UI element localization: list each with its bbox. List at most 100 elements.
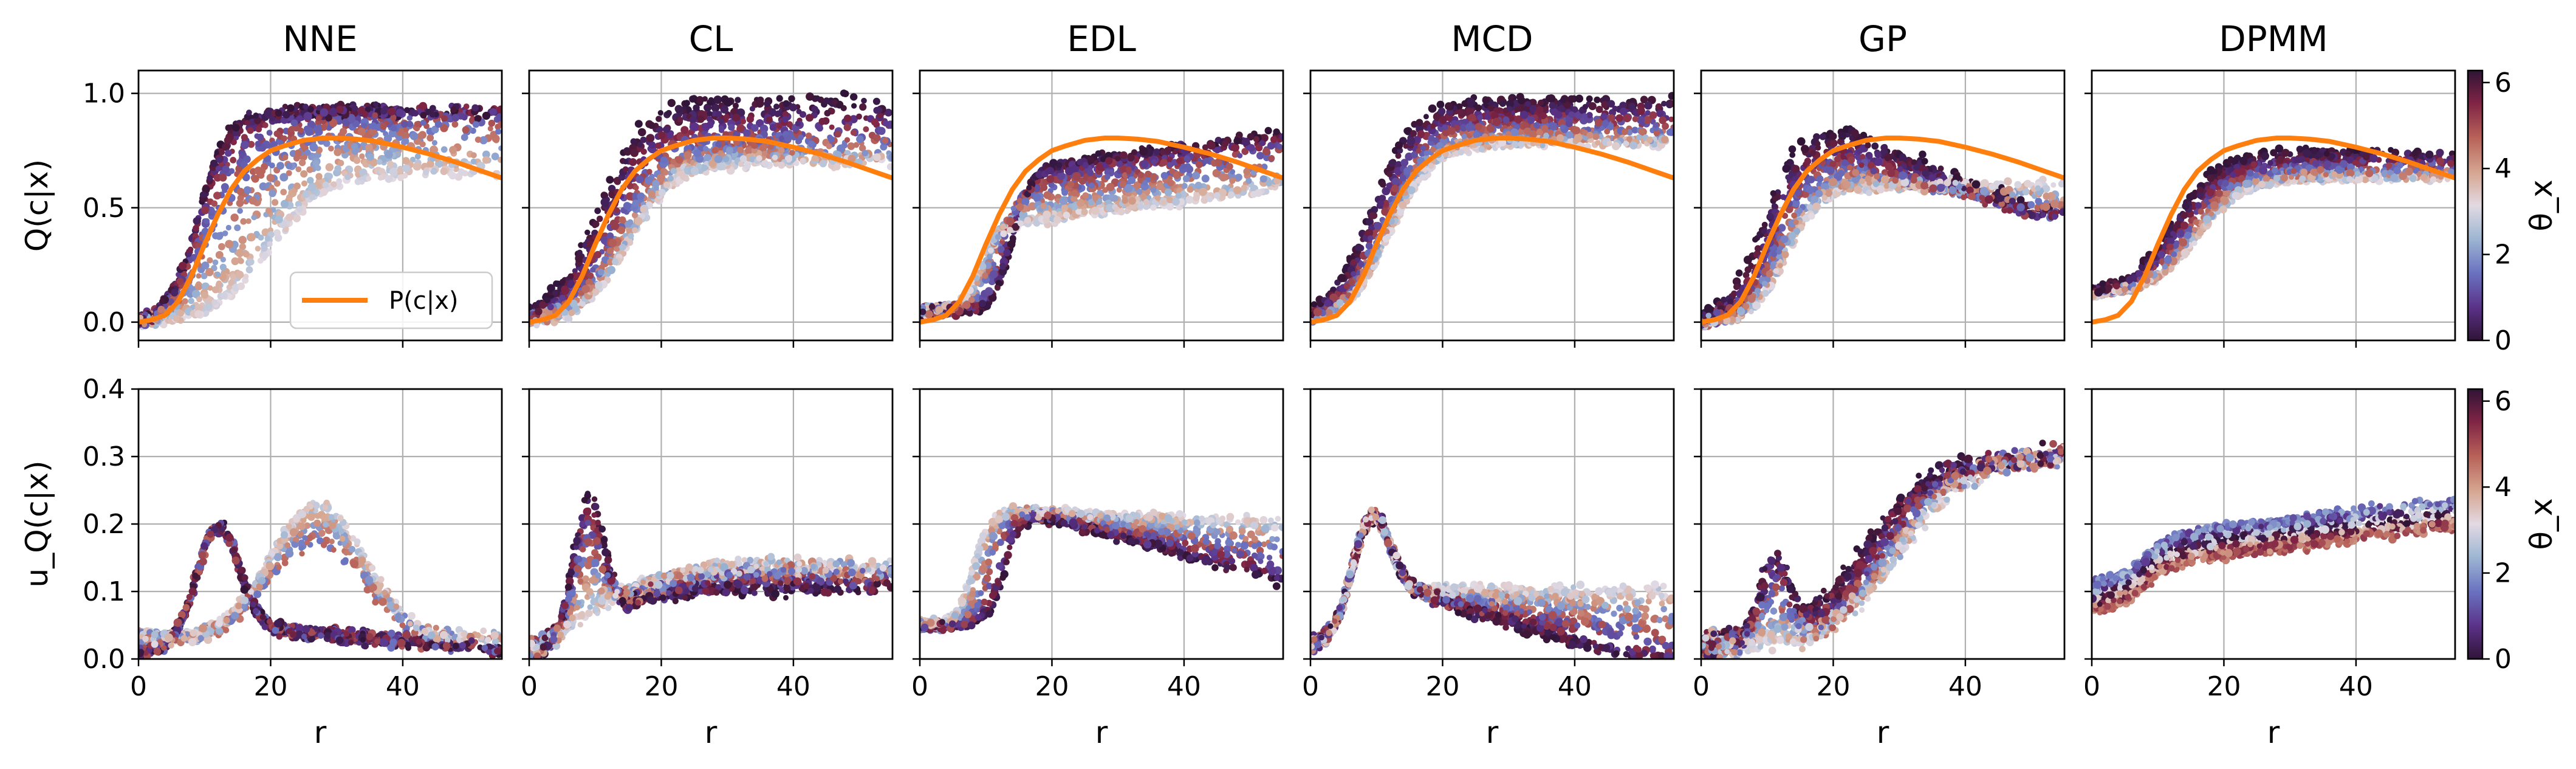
scatter-point [736, 124, 745, 133]
scatter-point [789, 150, 795, 156]
scatter-point [237, 282, 245, 291]
scatter-point [409, 132, 419, 140]
scatter-point [708, 97, 714, 103]
scatter-point [1250, 191, 1258, 198]
scatter-point [882, 120, 889, 127]
scatter-point [312, 160, 320, 167]
scatter-point [805, 133, 812, 139]
scatter-point [585, 278, 593, 287]
scatter-point [230, 274, 237, 281]
scatter-point [290, 119, 298, 127]
scatter-point [1245, 178, 1252, 184]
scatter-point [596, 215, 603, 222]
scatter-point [219, 149, 225, 156]
scatter-point [1529, 98, 1537, 107]
scatter-point [230, 157, 237, 164]
scatter-point [693, 149, 702, 157]
scatter-point [281, 135, 287, 142]
scatter-point [1067, 181, 1075, 188]
scatter-point [640, 136, 647, 143]
scatter-point [744, 162, 751, 170]
scatter-point [677, 117, 683, 123]
scatter-point [743, 129, 751, 137]
scatter-point [559, 278, 566, 285]
scatter-point [773, 161, 779, 167]
scatter-point [1026, 185, 1032, 191]
scatter-point [632, 199, 640, 207]
scatter-point [776, 95, 783, 102]
scatter-point [224, 150, 232, 157]
scatter-point [724, 114, 730, 120]
scatter-point [419, 102, 427, 111]
scatter-point [351, 143, 358, 150]
scatter-point [176, 278, 184, 285]
scatter-point [844, 137, 851, 143]
scatter-point [1018, 220, 1024, 227]
scatter-point [635, 175, 644, 184]
scatter-point [431, 140, 438, 146]
scatter-point [219, 263, 227, 271]
scatter-point [1061, 189, 1069, 196]
scatter-point [851, 103, 857, 109]
scatter-point [1255, 144, 1263, 152]
scatter-point [359, 153, 365, 159]
scatter-point [580, 301, 586, 307]
scatter-point [1057, 171, 1066, 180]
scatter-point [471, 104, 479, 112]
scatter-point [858, 144, 866, 152]
scatter-point [474, 115, 482, 122]
scatter-point [788, 95, 795, 102]
scatter-point [702, 96, 708, 102]
scatter-point [856, 135, 864, 143]
reference-curve-p [529, 136, 892, 325]
scatter-point [205, 267, 214, 277]
scatter-point [608, 238, 617, 247]
scatter-point [670, 168, 677, 174]
scatter-point [584, 229, 591, 235]
scatter-point [1091, 207, 1100, 215]
scatter-point [302, 190, 310, 198]
scatter-point [1231, 143, 1239, 152]
panel-title: NNE [283, 18, 357, 60]
scatter-point [286, 170, 292, 176]
scatter-point [850, 129, 857, 136]
scatter-point [1007, 240, 1016, 249]
scatter-point [759, 124, 769, 133]
scatter-point [646, 134, 654, 143]
scatter-point [1395, 160, 1403, 168]
scatter-point [704, 103, 712, 112]
scatter-point [1112, 195, 1118, 202]
scatter-point [882, 137, 889, 144]
scatter-point [634, 217, 643, 226]
scatter-point [292, 214, 301, 222]
scatter-point [1233, 137, 1241, 145]
scatter-point [1185, 195, 1194, 204]
scatter-point [999, 263, 1006, 270]
scatter-point [1053, 216, 1061, 224]
scatter-point [270, 207, 276, 213]
scatter-point [470, 152, 477, 159]
scatter-point [850, 93, 858, 101]
scatter-point [663, 126, 671, 133]
scatter-point [1181, 182, 1188, 189]
scatter-point [1087, 176, 1094, 184]
scatter-point [490, 131, 498, 138]
scatter-point [1207, 196, 1213, 202]
scatter-point [578, 242, 584, 249]
scatter-point [1115, 156, 1121, 162]
scatter-point [222, 165, 230, 173]
scatter-point [269, 190, 276, 198]
scatter-point [657, 131, 666, 140]
scatter-point [365, 143, 373, 151]
scatter-point [1228, 191, 1235, 199]
scatter-point [195, 283, 202, 291]
scatter-point [648, 190, 656, 198]
scatter-point [168, 298, 174, 305]
scatter-point [269, 184, 275, 190]
scatter-point [1119, 181, 1127, 188]
scatter-point [266, 129, 273, 136]
scatter-point [307, 177, 314, 184]
scatter-point [622, 159, 629, 165]
scatter-point [239, 243, 246, 250]
scatter-point [535, 308, 543, 316]
